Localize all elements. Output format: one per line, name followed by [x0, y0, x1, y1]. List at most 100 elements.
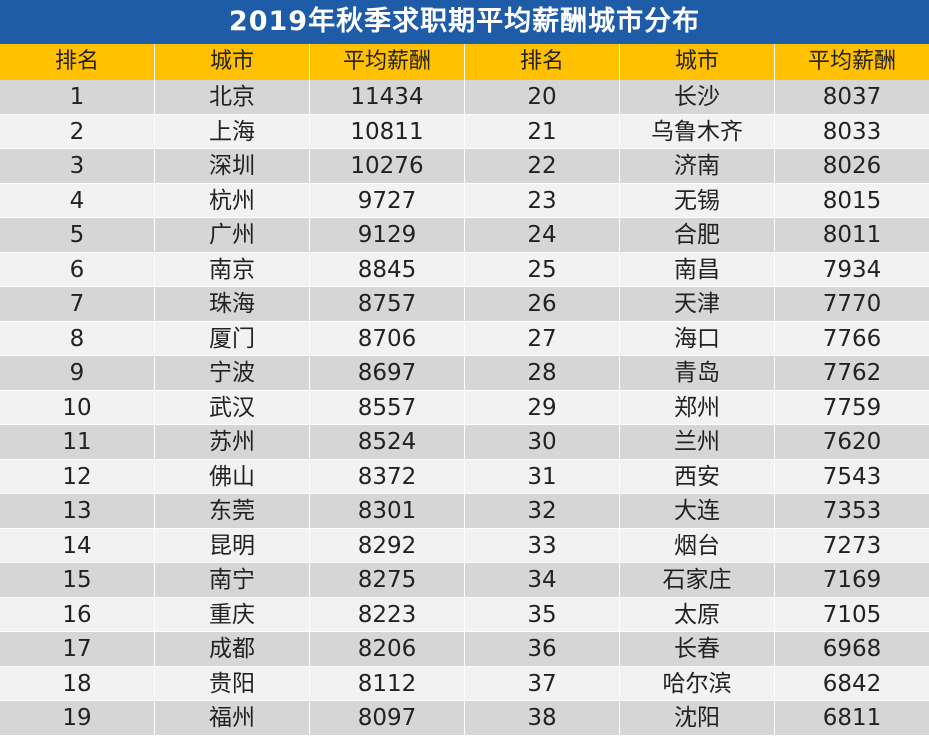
- table-row: 3 深圳 10276 22 济南 8026: [0, 149, 929, 184]
- table-row: 15 南宁 8275 34 石家庄 7169: [0, 563, 929, 598]
- cell-city-right: 哈尔滨: [620, 666, 775, 700]
- cell-salary-right: 7543: [822, 463, 882, 490]
- cell-city-left: 珠海: [155, 287, 310, 321]
- cell-rank-right: 38: [465, 701, 620, 735]
- cell-rank-left: 18: [0, 666, 155, 700]
- cell-rank-right: 34: [465, 563, 620, 597]
- cell-rank-left: 6: [0, 252, 155, 286]
- header-rank-left: 排名: [0, 44, 155, 80]
- table-row: 6 南京 8845 25 南昌 7934: [0, 252, 929, 287]
- cell-city-left: 武汉: [155, 390, 310, 424]
- cell-salary-left: 11434: [310, 80, 465, 114]
- cell-city-left: 南京: [155, 252, 310, 286]
- cell-city-left: 深圳: [155, 149, 310, 183]
- cell-salary-left: 8097: [310, 701, 465, 735]
- cell-rank-left: 15: [0, 563, 155, 597]
- cell-city-left: 北京: [155, 80, 310, 114]
- cell-rank-right: 29: [465, 390, 620, 424]
- table-row: 17 成都 8206 36 长春 6968: [0, 632, 929, 667]
- cell-salary-right: 8033: [822, 118, 882, 145]
- cell-rank-left: 9: [0, 356, 155, 390]
- page-title: 2019年秋季求职期平均薪酬城市分布: [0, 0, 929, 44]
- cell-city-left: 厦门: [155, 321, 310, 355]
- cell-salary-right: 6842: [822, 670, 882, 697]
- cell-rank-right: 31: [465, 459, 620, 493]
- cell-rank-right: 30: [465, 425, 620, 459]
- cell-salary-right: 7169: [822, 567, 882, 593]
- table-row: 2 上海 10811 21 乌鲁木齐 8033: [0, 114, 929, 149]
- cell-salary-left: 9129: [310, 218, 465, 252]
- cell-salary-right: 8011: [822, 222, 882, 248]
- cell-rank-left: 4: [0, 183, 155, 217]
- cell-salary-right: 7766: [822, 325, 882, 352]
- cell-city-right: 郑州: [620, 390, 775, 424]
- cell-salary-left: 8292: [310, 528, 465, 562]
- cell-city-left: 东莞: [155, 494, 310, 528]
- cell-salary-left: 8706: [310, 321, 465, 355]
- cell-salary-left: 10811: [310, 114, 465, 148]
- cell-city-right: 海口: [620, 321, 775, 355]
- cell-rank-left: 11: [0, 425, 155, 459]
- cell-rank-left: 14: [0, 528, 155, 562]
- cell-rank-right: 35: [465, 597, 620, 631]
- cell-rank-left: 3: [0, 149, 155, 183]
- cell-rank-right: 20: [465, 80, 620, 114]
- cell-rank-right: 33: [465, 528, 620, 562]
- cell-salary-left: 8557: [310, 390, 465, 424]
- cell-salary-right: 6811: [822, 705, 882, 731]
- cell-salary-left: 8697: [310, 356, 465, 390]
- cell-salary-right: 7762: [822, 360, 882, 386]
- cell-city-right: 烟台: [620, 528, 775, 562]
- cell-salary-left: 9727: [310, 183, 465, 217]
- cell-salary-left: 8206: [310, 632, 465, 666]
- cell-city-right: 长沙: [620, 80, 775, 114]
- cell-city-right: 长春: [620, 632, 775, 666]
- table-row: 1 北京 11434 20 长沙 8037: [0, 80, 929, 115]
- table-row: 10 武汉 8557 29 郑州 7759: [0, 390, 929, 425]
- cell-salary-left: 8112: [310, 666, 465, 700]
- cell-city-left: 福州: [155, 701, 310, 735]
- cell-rank-left: 7: [0, 287, 155, 321]
- cell-rank-left: 16: [0, 597, 155, 631]
- cell-city-right: 南昌: [620, 252, 775, 286]
- cell-rank-left: 8: [0, 321, 155, 355]
- cell-city-right: 太原: [620, 597, 775, 631]
- cell-salary-left: 10276: [310, 149, 465, 183]
- cell-rank-left: 2: [0, 114, 155, 148]
- cell-rank-right: 21: [465, 114, 620, 148]
- cell-city-right: 兰州: [620, 425, 775, 459]
- cell-rank-right: 28: [465, 356, 620, 390]
- table-row: 5 广州 9129 24 合肥 8011: [0, 218, 929, 253]
- cell-city-left: 广州: [155, 218, 310, 252]
- cell-salary-right: 6968: [822, 636, 882, 662]
- cell-city-left: 佛山: [155, 459, 310, 493]
- cell-rank-right: 36: [465, 632, 620, 666]
- cell-city-left: 重庆: [155, 597, 310, 631]
- cell-rank-left: 13: [0, 494, 155, 528]
- header-rank-right: 排名: [465, 44, 620, 80]
- cell-rank-left: 19: [0, 701, 155, 735]
- cell-city-right: 沈阳: [620, 701, 775, 735]
- cell-city-right: 合肥: [620, 218, 775, 252]
- cell-salary-right: 7353: [822, 498, 882, 524]
- cell-rank-right: 24: [465, 218, 620, 252]
- cell-rank-left: 1: [0, 80, 155, 114]
- cell-city-right: 石家庄: [620, 563, 775, 597]
- cell-city-right: 乌鲁木齐: [620, 114, 775, 148]
- cell-salary-right: 8037: [822, 84, 882, 110]
- cell-rank-left: 5: [0, 218, 155, 252]
- cell-city-right: 济南: [620, 149, 775, 183]
- table-row: 13 东莞 8301 32 大连 7353: [0, 494, 929, 529]
- cell-salary-left: 8372: [310, 459, 465, 493]
- table-header: 排名 城市 平均薪酬 排名 城市 平均薪酬: [0, 44, 929, 80]
- table-row: 8 厦门 8706 27 海口 7766: [0, 321, 929, 356]
- cell-city-left: 贵阳: [155, 666, 310, 700]
- cell-salary-right: 7770: [822, 291, 882, 317]
- cell-city-left: 杭州: [155, 183, 310, 217]
- table-row: 16 重庆 8223 35 太原 7105: [0, 597, 929, 632]
- cell-salary-right: 8026: [822, 153, 882, 179]
- header-city-left: 城市: [155, 44, 310, 80]
- cell-salary-left: 8757: [310, 287, 465, 321]
- cell-salary-right: 7759: [822, 394, 882, 421]
